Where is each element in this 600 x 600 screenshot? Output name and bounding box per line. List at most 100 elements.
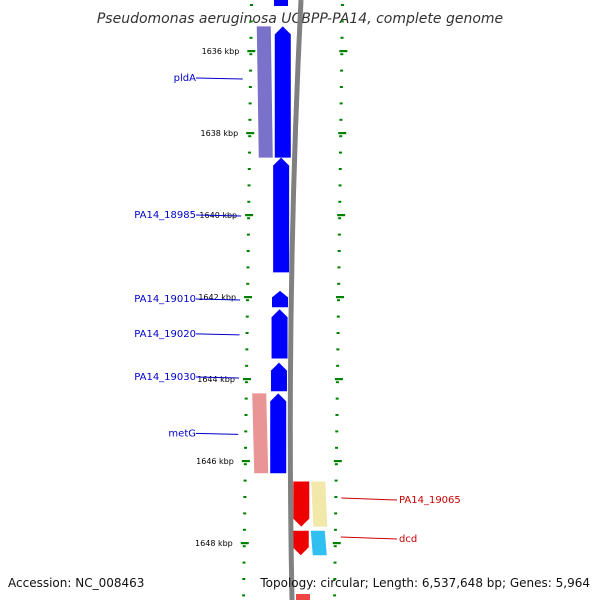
minor-tick-left: [248, 135, 252, 138]
minor-tick-right: [338, 200, 342, 203]
minor-tick-right: [339, 118, 343, 121]
minor-tick-left: [249, 4, 253, 6]
minor-tick-left: [248, 118, 252, 121]
minor-tick-left: [249, 20, 253, 23]
major-tick-left: [244, 296, 253, 299]
leader-line: [195, 432, 239, 435]
minor-tick-left: [242, 561, 246, 564]
minor-tick-right: [333, 561, 337, 564]
gene-label-dcd: dcd: [399, 534, 417, 545]
gene-label-pa14_19030: PA14_19030: [134, 372, 196, 383]
minor-tick-right: [337, 250, 341, 252]
minor-tick-right: [338, 217, 342, 220]
minor-tick-left: [243, 496, 247, 498]
leader-line: [195, 77, 243, 80]
minor-tick-left: [245, 364, 249, 367]
tick-label: 1648 kbp: [195, 539, 233, 548]
major-tick-right: [332, 542, 341, 545]
minor-tick-left: [246, 282, 250, 285]
minor-tick-right: [335, 414, 339, 416]
minor-tick-right: [334, 512, 338, 515]
minor-tick-right: [337, 233, 341, 236]
minor-tick-right: [340, 69, 344, 72]
minor-tick-right: [334, 496, 338, 498]
gene-arrow-pa14_19030: [270, 362, 287, 392]
gene-arrow-partial: [274, 0, 288, 6]
minor-tick-right: [336, 348, 340, 351]
minor-tick-left: [246, 299, 250, 302]
minor-tick-left: [243, 479, 247, 482]
minor-tick-right: [340, 36, 344, 39]
minor-tick-left: [242, 594, 246, 597]
gene-arrow-pa14_19020: [271, 309, 288, 359]
leader-line: [340, 536, 398, 540]
leader-line: [195, 333, 240, 336]
tick-label: 1646 kbp: [196, 457, 234, 466]
minor-tick-left: [249, 53, 253, 56]
genome-summary-text: Topology: circular; Length: 6,537,648 bp…: [259, 576, 590, 590]
tick-label: 1644 kbp: [197, 375, 235, 384]
minor-tick-right: [335, 430, 339, 433]
cog-bar-dcd: [310, 530, 327, 556]
minor-tick-left: [247, 151, 251, 154]
major-tick-left: [245, 214, 254, 217]
minor-tick-left: [249, 69, 253, 72]
gene-arrow-metg: [270, 393, 287, 474]
major-tick-left: [246, 132, 255, 135]
tick-label: 1642 kbp: [198, 293, 236, 302]
minor-tick-right: [338, 151, 342, 154]
minor-tick-left: [248, 102, 252, 105]
minor-tick-right: [333, 578, 337, 580]
minor-tick-right: [340, 53, 344, 56]
minor-tick-left: [246, 250, 250, 252]
major-tick-left: [240, 542, 249, 545]
minor-tick-left: [247, 184, 251, 187]
minor-tick-right: [336, 364, 340, 367]
major-tick-right: [336, 296, 345, 299]
minor-tick-left: [242, 578, 246, 580]
gene-label-pa14_19020: PA14_19020: [134, 329, 196, 340]
tick-label: 1636 kbp: [202, 47, 240, 56]
minor-tick-left: [246, 266, 250, 269]
minor-tick-left: [249, 36, 253, 39]
minor-tick-right: [338, 184, 342, 187]
leader-line: [341, 497, 398, 501]
minor-tick-left: [245, 332, 249, 334]
gene-arrow-pa14_18985: [273, 157, 290, 273]
minor-tick-right: [339, 102, 343, 105]
minor-tick-right: [335, 446, 339, 449]
genome-backbone: [287, 0, 304, 600]
minor-tick-left: [244, 414, 248, 416]
minor-tick-left: [247, 217, 251, 220]
minor-tick-left: [243, 463, 247, 466]
minor-tick-right: [337, 282, 341, 285]
minor-tick-right: [336, 332, 340, 334]
minor-tick-left: [244, 397, 248, 400]
minor-tick-left: [243, 512, 247, 515]
minor-tick-left: [244, 430, 248, 433]
gene-label-metg: metG: [168, 428, 196, 439]
gene-label-plda: pldA: [174, 73, 196, 84]
minor-tick-right: [333, 594, 337, 597]
minor-tick-left: [247, 200, 251, 203]
minor-tick-left: [242, 545, 246, 548]
gene-arrow-partial: [296, 594, 310, 600]
major-tick-right: [339, 50, 348, 53]
gene-labels: pldA PA14_18985 PA14_19010 PA14_19020 PA14_1…: [134, 73, 461, 545]
major-tick-left: [242, 378, 251, 381]
cog-bar-metg: [252, 393, 269, 474]
cog-track: [252, 26, 328, 556]
minor-tick-right: [335, 381, 339, 384]
minor-tick-right: [333, 545, 337, 548]
gene-arrow-plda: [274, 26, 291, 158]
minor-tick-right: [335, 397, 339, 400]
gene-label-pa14_18985: PA14_18985: [134, 210, 196, 221]
minor-tick-right: [340, 20, 344, 23]
accession-text: Accession: NC_008463: [8, 576, 144, 590]
major-tick-right: [333, 460, 342, 463]
tick-label: 1638 kbp: [201, 129, 239, 138]
gene-arrow-dcd: [292, 530, 309, 556]
minor-tick-left: [246, 233, 250, 236]
